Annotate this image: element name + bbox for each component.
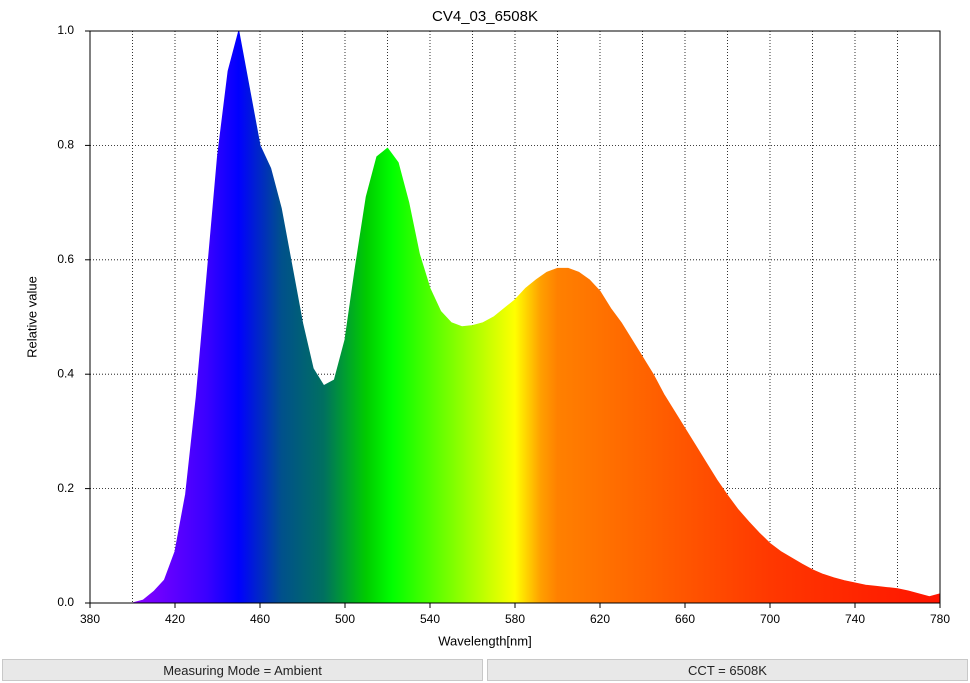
x-tick-label: 740 — [845, 612, 865, 626]
status-mode: Measuring Mode = Ambient — [2, 659, 483, 681]
x-tick-label: 460 — [250, 612, 270, 626]
x-axis-label: Wavelength[nm] — [438, 633, 531, 648]
x-tick-label: 620 — [590, 612, 610, 626]
y-tick-label: 0.6 — [57, 252, 74, 266]
x-tick-label: 780 — [930, 612, 950, 626]
y-tick-label: 0.4 — [57, 366, 74, 380]
x-tick-label: 660 — [675, 612, 695, 626]
spectrum-area — [90, 31, 940, 603]
x-tick-label: 380 — [80, 612, 100, 626]
x-tick-label: 700 — [760, 612, 780, 626]
chart: CV4_03_6508K Wavelength[nm] Relative val… — [24, 8, 950, 648]
x-tick-label: 580 — [505, 612, 525, 626]
x-tick-label: 420 — [165, 612, 185, 626]
x-tick-label: 540 — [420, 612, 440, 626]
status-cct: CCT = 6508K — [487, 659, 968, 681]
y-axis-label: Relative value — [24, 276, 39, 358]
y-tick-label: 0.8 — [57, 138, 74, 152]
spectrum-line — [90, 30, 941, 604]
x-tick-label: 500 — [335, 612, 355, 626]
y-tick-label: 0.2 — [57, 481, 74, 495]
chart-title: CV4_03_6508K — [432, 8, 538, 25]
plot-frame — [89, 30, 941, 604]
y-tick-label: 0.0 — [57, 595, 74, 609]
y-tick-label: 1.0 — [57, 23, 74, 37]
